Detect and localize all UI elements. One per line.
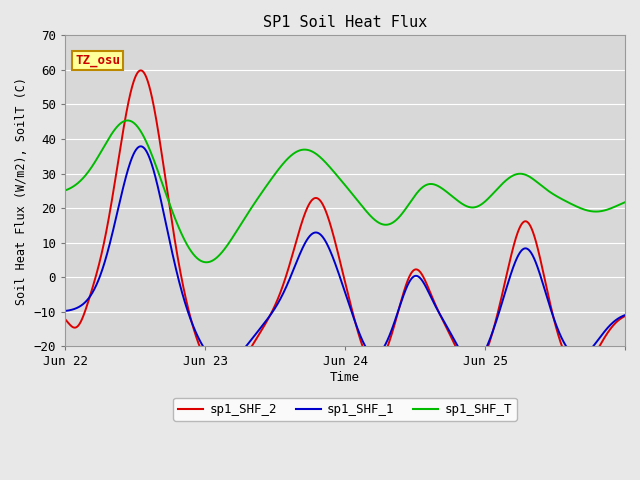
- Legend: sp1_SHF_2, sp1_SHF_1, sp1_SHF_T: sp1_SHF_2, sp1_SHF_1, sp1_SHF_T: [173, 398, 517, 421]
- Y-axis label: Soil Heat Flux (W/m2), SoilT (C): Soil Heat Flux (W/m2), SoilT (C): [15, 77, 28, 305]
- Text: TZ_osu: TZ_osu: [75, 54, 120, 67]
- Title: SP1 Soil Heat Flux: SP1 Soil Heat Flux: [263, 15, 427, 30]
- X-axis label: Time: Time: [330, 371, 360, 384]
